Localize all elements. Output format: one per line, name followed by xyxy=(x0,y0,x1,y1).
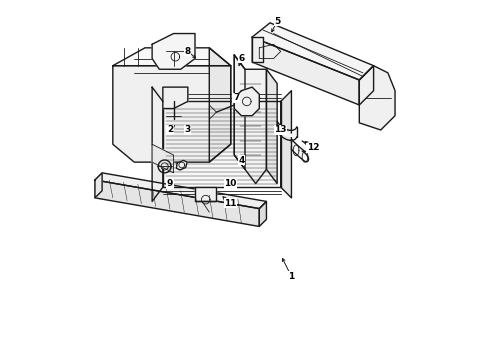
Text: 4: 4 xyxy=(238,156,245,165)
Polygon shape xyxy=(113,66,231,162)
Polygon shape xyxy=(259,202,267,226)
Text: 2: 2 xyxy=(167,126,173,135)
Polygon shape xyxy=(195,187,217,202)
Text: 9: 9 xyxy=(167,179,173,188)
Polygon shape xyxy=(95,173,267,208)
Polygon shape xyxy=(234,55,245,169)
Text: 7: 7 xyxy=(233,93,239,102)
Polygon shape xyxy=(234,87,259,116)
Polygon shape xyxy=(252,37,263,62)
Polygon shape xyxy=(252,23,373,80)
Text: 12: 12 xyxy=(307,143,319,152)
Polygon shape xyxy=(252,37,359,105)
Text: 6: 6 xyxy=(238,54,245,63)
Text: 13: 13 xyxy=(274,126,287,135)
Polygon shape xyxy=(267,69,277,184)
Text: 5: 5 xyxy=(274,17,280,26)
Text: 1: 1 xyxy=(288,272,294,281)
Polygon shape xyxy=(234,55,267,184)
Polygon shape xyxy=(209,48,231,162)
Text: 8: 8 xyxy=(185,47,191,56)
Polygon shape xyxy=(163,87,188,109)
Polygon shape xyxy=(152,87,163,202)
Text: 3: 3 xyxy=(185,126,191,135)
Polygon shape xyxy=(113,48,231,66)
Text: 11: 11 xyxy=(224,199,237,208)
Polygon shape xyxy=(152,33,195,69)
Polygon shape xyxy=(176,160,187,170)
Polygon shape xyxy=(152,144,173,173)
Polygon shape xyxy=(95,173,102,198)
Polygon shape xyxy=(95,180,259,226)
Polygon shape xyxy=(163,102,281,187)
Text: 10: 10 xyxy=(224,179,237,188)
Polygon shape xyxy=(359,66,395,130)
Polygon shape xyxy=(281,91,292,198)
Polygon shape xyxy=(359,66,373,105)
